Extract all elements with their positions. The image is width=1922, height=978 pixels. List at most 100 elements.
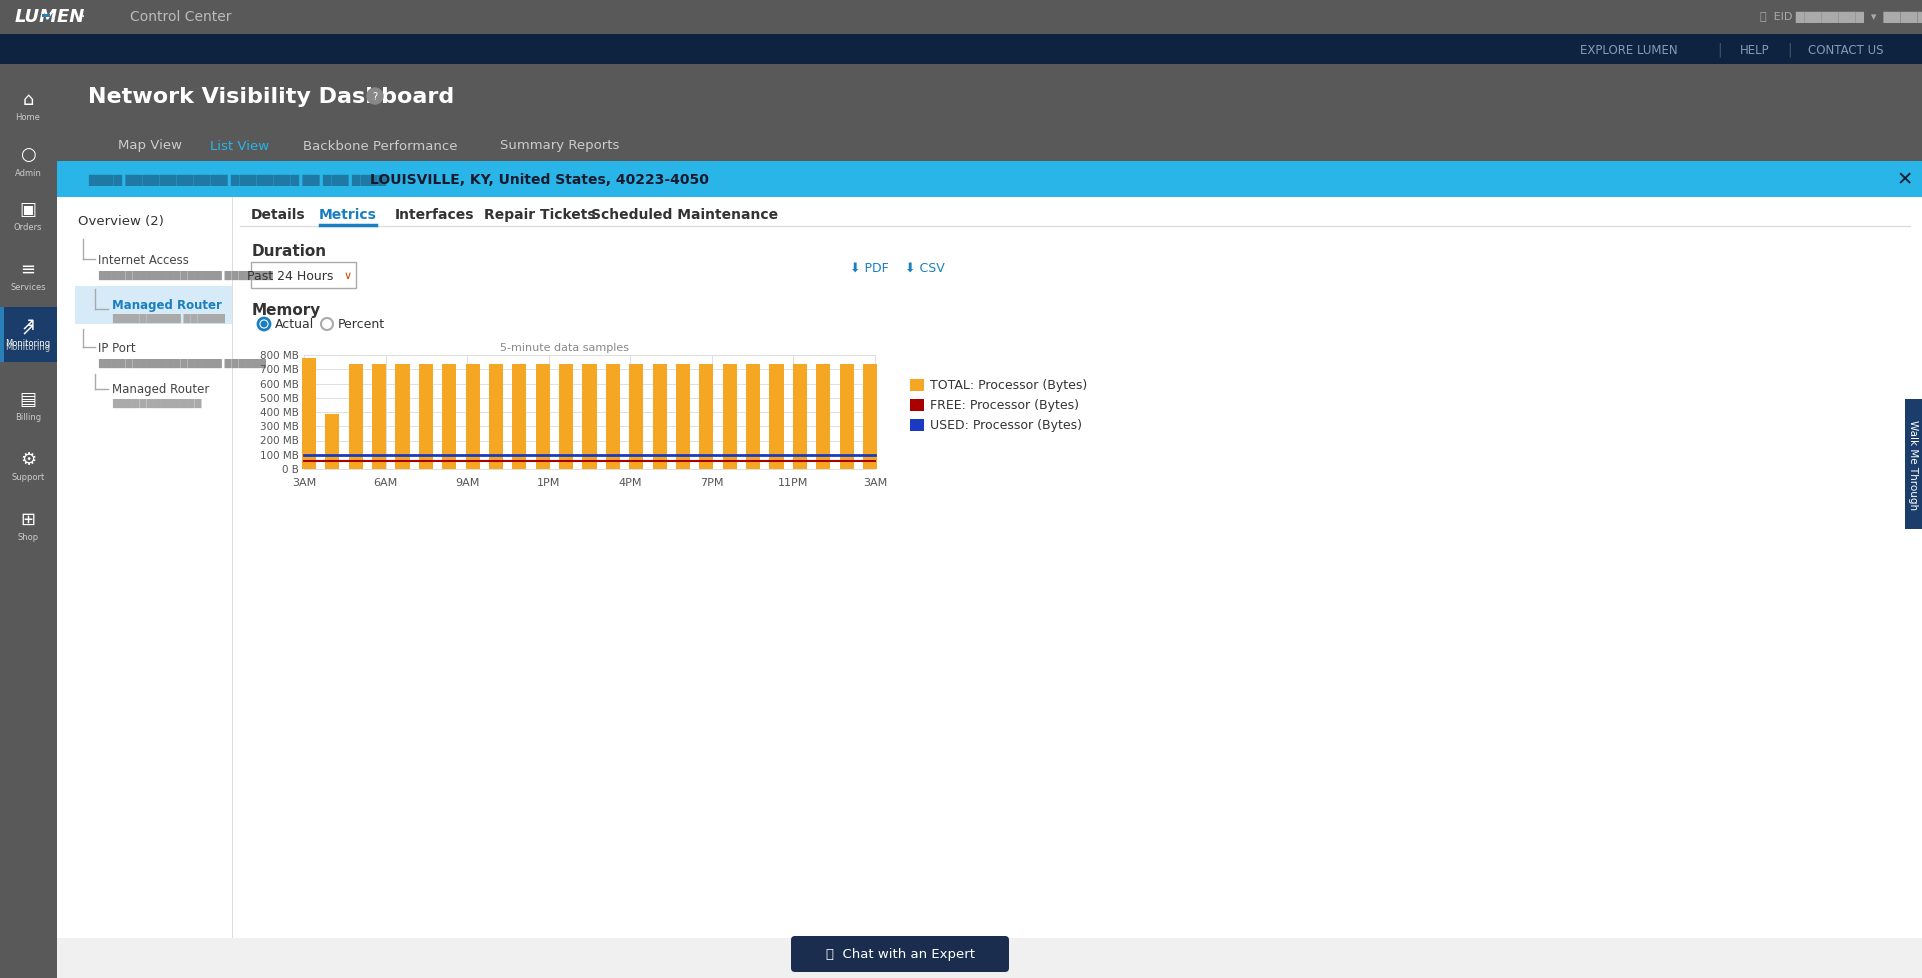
Text: 7PM: 7PM	[700, 477, 723, 487]
Text: ⬇ CSV: ⬇ CSV	[905, 261, 946, 274]
Text: 200 MB: 200 MB	[259, 436, 300, 446]
Text: CONTACT US: CONTACT US	[1809, 43, 1884, 57]
Text: 3AM: 3AM	[292, 477, 315, 487]
Bar	[653, 365, 667, 469]
Bar	[373, 365, 386, 469]
Bar	[0, 308, 58, 363]
Text: Managed Router: Managed Router	[111, 383, 209, 396]
Bar	[582, 365, 596, 469]
Bar	[0, 65, 58, 978]
Text: Managed Router: Managed Router	[111, 299, 221, 312]
Text: Monitoring: Monitoring	[6, 338, 50, 347]
Text: |: |	[1718, 43, 1722, 57]
Text: ○: ○	[19, 146, 37, 164]
Text: Memory: Memory	[252, 302, 321, 317]
Bar	[840, 365, 853, 469]
Text: Network Visibility Dashboard: Network Visibility Dashboard	[88, 87, 454, 107]
Text: █████████████: █████████████	[111, 398, 202, 407]
Text: List View: List View	[209, 139, 269, 153]
Text: Monitoring: Monitoring	[6, 343, 50, 352]
Bar	[304, 356, 875, 469]
Bar	[559, 365, 573, 469]
Text: Percent: Percent	[338, 318, 384, 332]
Circle shape	[261, 321, 267, 329]
Bar	[58, 130, 1922, 161]
Bar	[58, 65, 1922, 130]
Text: 100 MB: 100 MB	[259, 450, 300, 461]
Text: Admin: Admin	[15, 168, 42, 177]
Bar	[909, 420, 924, 431]
Bar	[1905, 400, 1922, 529]
Text: Actual: Actual	[275, 318, 315, 332]
Text: Backbone Performance: Backbone Performance	[304, 139, 457, 153]
Bar	[442, 365, 456, 469]
Bar	[700, 365, 713, 469]
Bar	[396, 365, 409, 469]
Text: 800 MB: 800 MB	[259, 351, 300, 361]
Bar	[863, 365, 876, 469]
Text: 700 MB: 700 MB	[259, 365, 300, 375]
Text: Home: Home	[15, 113, 40, 122]
Text: |: |	[1787, 43, 1793, 57]
Circle shape	[321, 319, 333, 331]
Text: IP Port: IP Port	[98, 341, 136, 354]
Text: ?: ?	[373, 92, 377, 102]
Text: Past 24 Hours: Past 24 Hours	[246, 269, 333, 283]
Bar	[0, 35, 1922, 65]
Bar	[723, 365, 736, 469]
Text: Overview (2): Overview (2)	[79, 215, 163, 228]
Text: ⬇ PDF: ⬇ PDF	[850, 261, 888, 274]
Text: Orders: Orders	[13, 223, 42, 232]
Text: 600 MB: 600 MB	[259, 379, 300, 389]
Bar	[58, 198, 1922, 938]
Text: Scheduled Maintenance: Scheduled Maintenance	[592, 207, 778, 222]
Text: TOTAL: Processor (Bytes): TOTAL: Processor (Bytes)	[930, 379, 1088, 392]
Bar	[792, 365, 807, 469]
Text: 9AM: 9AM	[456, 477, 479, 487]
Bar	[536, 365, 550, 469]
Text: 4PM: 4PM	[619, 477, 642, 487]
Text: ⚙: ⚙	[19, 451, 37, 468]
Text: LOUISVILLE, KY, United States, 40223-4050: LOUISVILLE, KY, United States, 40223-405…	[371, 173, 709, 187]
Text: Details: Details	[250, 207, 306, 222]
Text: ✕: ✕	[1897, 170, 1912, 190]
Text: Internet Access: Internet Access	[98, 253, 188, 266]
Text: ·: ·	[81, 10, 85, 24]
Circle shape	[367, 89, 382, 105]
Text: Summary Reports: Summary Reports	[500, 139, 619, 153]
Text: FREE: Processor (Bytes): FREE: Processor (Bytes)	[930, 399, 1078, 412]
Bar	[348, 365, 363, 469]
Bar	[0, 0, 1922, 35]
Bar	[628, 365, 644, 469]
Text: Walk Me Through: Walk Me Through	[1909, 420, 1918, 510]
Text: ▣: ▣	[19, 200, 37, 219]
Text: Services: Services	[10, 284, 46, 292]
Bar	[605, 365, 621, 469]
Text: 6AM: 6AM	[373, 477, 398, 487]
Bar	[252, 263, 356, 289]
Bar	[325, 415, 340, 469]
Text: ↗: ↗	[21, 316, 37, 333]
Text: 400 MB: 400 MB	[259, 408, 300, 418]
Text: 3AM: 3AM	[863, 477, 888, 487]
Text: 5-minute data samples: 5-minute data samples	[500, 342, 630, 353]
Bar	[0, 308, 4, 363]
Bar	[42, 15, 50, 18]
Text: ██████████ ██████: ██████████ ██████	[111, 313, 225, 323]
Text: HELP: HELP	[1739, 43, 1770, 57]
Text: Duration: Duration	[252, 244, 327, 259]
Text: 🔔  EID ████████  ▾  ████████████  ▾: 🔔 EID ████████ ▾ ████████████ ▾	[1761, 12, 1922, 22]
Bar	[58, 161, 1922, 198]
Text: ████ ████████████ ████████ ██ ███ ████: ████ ████████████ ████████ ██ ███ ████	[88, 174, 386, 186]
Text: 500 MB: 500 MB	[259, 393, 300, 403]
Circle shape	[258, 319, 269, 331]
Bar	[488, 365, 504, 469]
Bar	[769, 365, 784, 469]
Text: 0 B: 0 B	[283, 465, 300, 474]
Text: ⊞: ⊞	[21, 511, 37, 528]
Text: ≡: ≡	[21, 261, 37, 279]
Text: ██████████████████ ███████: ██████████████████ ███████	[98, 270, 273, 280]
Text: 300 MB: 300 MB	[259, 422, 300, 432]
Text: Repair Tickets: Repair Tickets	[484, 207, 596, 222]
Bar	[58, 938, 1922, 978]
